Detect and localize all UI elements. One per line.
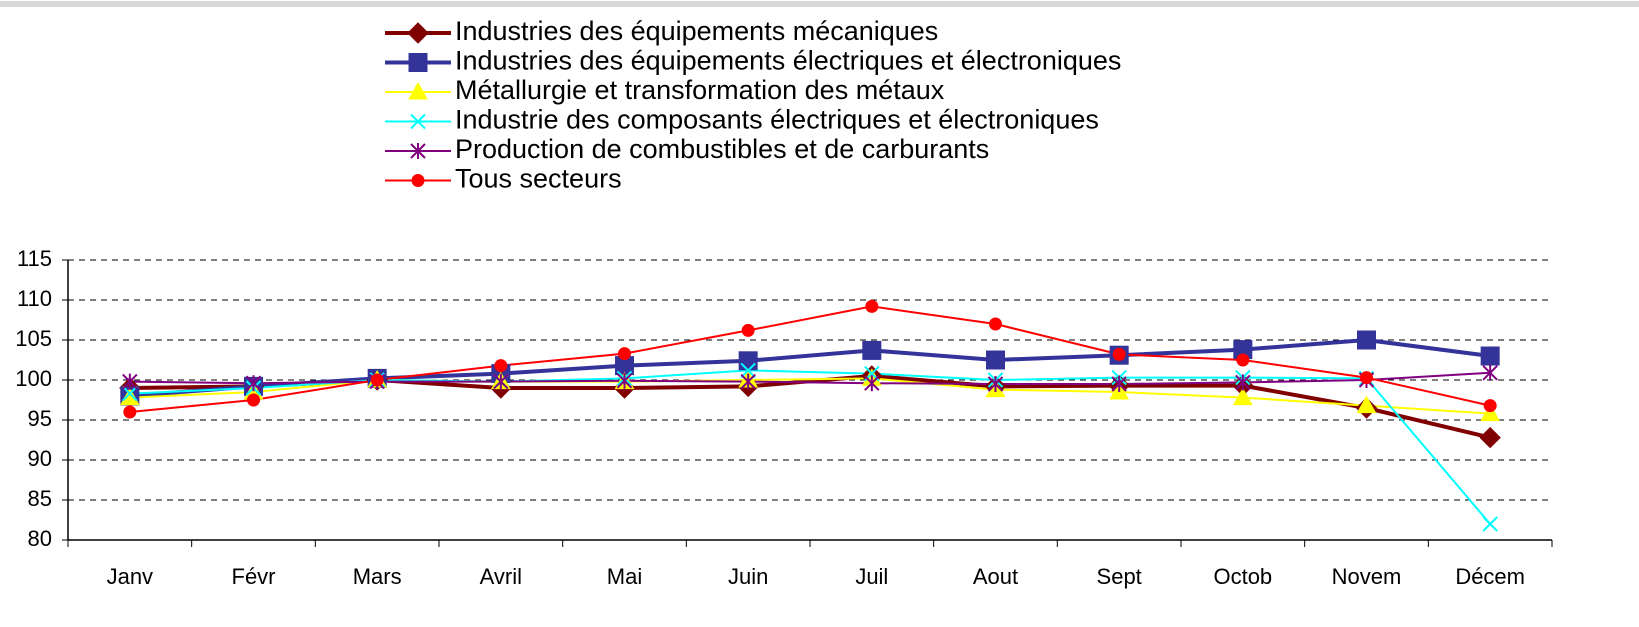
marker (494, 359, 508, 373)
marker (1480, 346, 1500, 366)
y-tick-label: 100 (15, 366, 52, 391)
legend-item: Industries des équipements électriques e… (385, 46, 1121, 76)
marker (740, 373, 756, 390)
marker (862, 340, 882, 360)
marker (1482, 364, 1498, 381)
series-line (129, 305, 1491, 413)
x-tick-label: Aout (973, 564, 1018, 589)
marker (493, 373, 509, 390)
marker (1482, 516, 1498, 532)
x-tick-label: Mars (353, 564, 402, 589)
marker (122, 373, 138, 390)
marker (411, 174, 425, 187)
y-tick-label: 105 (15, 326, 52, 351)
marker (741, 323, 755, 337)
marker (410, 113, 426, 130)
marker (1360, 371, 1373, 385)
marker (1235, 374, 1251, 391)
marker (1112, 347, 1126, 361)
y-tick-label: 115 (17, 246, 52, 271)
legend-label: Production de combustibles et de carbura… (455, 134, 989, 164)
legend-item: Tous secteurs (385, 164, 622, 194)
legend-item: Industries des équipements mécaniques (385, 16, 938, 46)
y-tick-label: 85 (28, 486, 52, 511)
marker (618, 347, 631, 361)
marker (1479, 426, 1501, 449)
legend-label: Métallurgie et transformation des métaux (455, 75, 945, 105)
marker (1356, 395, 1377, 414)
marker (410, 143, 426, 159)
marker (370, 373, 384, 387)
marker (408, 81, 428, 100)
x-tick-label: Juil (855, 564, 888, 589)
marker (1480, 403, 1501, 422)
legend-label: Industrie des composants électriques et … (455, 105, 1099, 135)
legend-item: Production de combustibles et de carbura… (385, 134, 989, 164)
x-tick-label: Sept (1097, 564, 1142, 589)
marker (740, 362, 756, 379)
marker (864, 375, 880, 392)
y-tick-label: 95 (28, 406, 52, 431)
x-tick-label: Avril (480, 564, 522, 589)
marker (123, 405, 137, 419)
marker (989, 317, 1002, 331)
marker (247, 393, 260, 407)
x-tick-label: Juin (728, 564, 768, 589)
x-tick-label: Décem (1455, 564, 1525, 589)
y-tick-label: 110 (17, 286, 52, 311)
marker (987, 376, 1004, 392)
marker (865, 299, 879, 313)
marker (1236, 353, 1250, 367)
marker (1232, 387, 1253, 406)
x-tick-label: Mai (607, 564, 642, 589)
marker (1357, 330, 1376, 350)
legend-item: Industrie des composants électriques et … (385, 105, 1099, 135)
x-tick-label: Octob (1213, 564, 1272, 589)
marker (408, 53, 428, 72)
series-line (129, 371, 1491, 385)
series-line (129, 337, 1491, 398)
marker (245, 375, 262, 392)
y-tick-label: 90 (28, 446, 52, 471)
marker (119, 387, 140, 406)
legend-label: Industries des équipements électriques e… (455, 46, 1121, 76)
legend-label: Industries des équipements mécaniques (455, 16, 938, 46)
y-tick-label: 80 (28, 526, 52, 551)
legend-item: Métallurgie et transformation des métaux (385, 75, 945, 105)
x-tick-label: Novem (1332, 564, 1402, 589)
marker (1111, 376, 1127, 392)
marker (122, 385, 138, 402)
marker (986, 350, 1005, 370)
x-tick-label: Janv (107, 564, 153, 589)
marker (1483, 399, 1497, 413)
marker (616, 372, 633, 389)
marker (407, 22, 429, 44)
legend-label: Tous secteurs (455, 164, 622, 194)
x-tick-label: Févr (232, 564, 276, 589)
marker (738, 351, 758, 371)
